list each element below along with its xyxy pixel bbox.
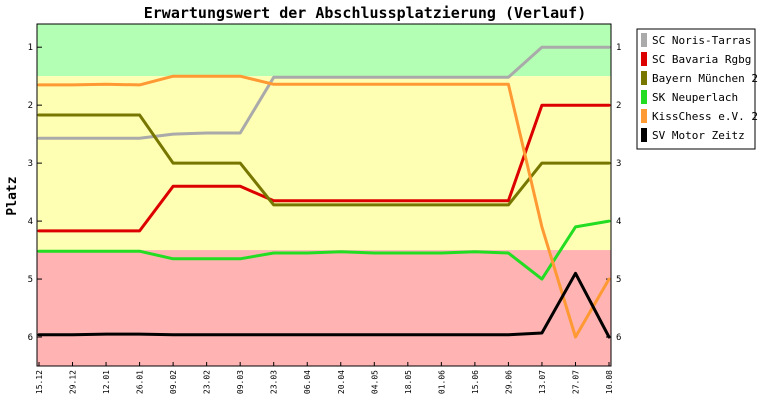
x-tick-label: 06.04 <box>303 370 312 394</box>
legend-swatch-0 <box>641 33 647 47</box>
x-tick-label: 27.07 <box>571 370 580 394</box>
series-line-4 <box>37 74 611 339</box>
series-line-3 <box>37 219 611 281</box>
x-tick-label: 04.05 <box>370 370 379 394</box>
y-tick-label-left: 1 <box>28 43 33 53</box>
series-line-2 <box>37 113 611 207</box>
y-tick-label-right: 5 <box>616 275 621 285</box>
y-tick-label-right: 4 <box>616 217 621 227</box>
y-tick-label-right: 1 <box>616 43 621 53</box>
series-line-0 <box>37 45 611 140</box>
y-tick-label-left: 2 <box>28 101 33 111</box>
y-tick-label-left: 4 <box>28 217 33 227</box>
x-tick-label: 18.05 <box>404 370 413 394</box>
x-tick-label: 09.03 <box>236 370 245 394</box>
y-tick-label-right: 3 <box>616 159 621 169</box>
y-tick-label-left: 6 <box>28 333 33 343</box>
y-tick-label-left: 5 <box>28 275 33 285</box>
x-tick-label: 13.07 <box>538 370 547 394</box>
x-tick-label: 12.01 <box>102 370 111 394</box>
legend-label-0: SC Noris-Tarras <box>652 34 751 47</box>
legend-label-3: SK Neuperlach <box>652 91 738 104</box>
x-tick-label: 29.12 <box>69 370 78 394</box>
x-tick-label: 15.12 <box>35 370 44 394</box>
legend-swatch-5 <box>641 128 647 142</box>
legend-swatch-4 <box>641 109 647 123</box>
legend-label-2: Bayern München 2 <box>652 72 758 85</box>
x-tick-label: 23.02 <box>203 370 212 394</box>
x-tick-label: 29.06 <box>504 370 513 394</box>
y-tick-label-left: 3 <box>28 159 33 169</box>
legend-swatch-2 <box>641 71 647 85</box>
legend-swatch-3 <box>641 90 647 104</box>
x-tick-label: 26.01 <box>136 370 145 394</box>
legend-label-5: SV Motor Zeitz <box>652 129 745 142</box>
y-tick-label-right: 6 <box>616 333 621 343</box>
x-tick-label: 20.04 <box>337 370 346 394</box>
plot-frame <box>36 23 612 367</box>
legend-box <box>636 28 756 150</box>
legend-label-4: KissChess e.V. 2 <box>652 110 758 123</box>
legend-swatch-1 <box>641 52 647 66</box>
background-band-1 <box>37 76 611 251</box>
x-tick-label: 10.08 <box>605 370 614 394</box>
series-line-1 <box>37 103 611 233</box>
series-line-5 <box>37 271 611 339</box>
y-tick-label-right: 2 <box>616 101 621 111</box>
legend-label-1: SC Bavaria Rgbg <box>652 53 751 66</box>
chart-title: Erwartungswert der Abschlussplatzierung … <box>144 4 587 22</box>
x-tick-label: 01.06 <box>437 370 446 394</box>
y-axis-label: Platz <box>5 176 20 215</box>
background-band-2 <box>37 250 611 366</box>
x-tick-label: 23.03 <box>270 370 279 394</box>
background-band-0 <box>37 24 611 77</box>
x-tick-label: 09.02 <box>169 370 178 394</box>
x-tick-label: 15.06 <box>471 370 480 394</box>
